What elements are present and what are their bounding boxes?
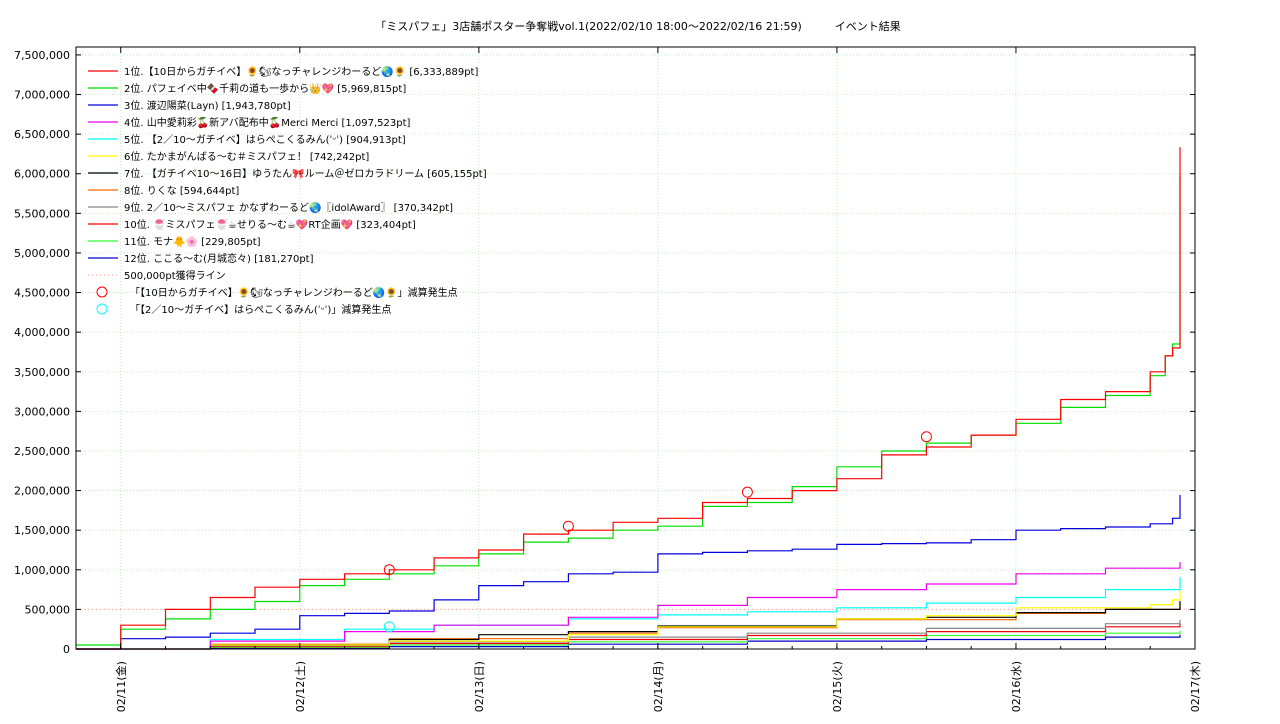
y-tick-label: 2,500,000 bbox=[14, 445, 70, 458]
series-line-2 bbox=[76, 176, 1181, 646]
x-tick-label: 02/14(月) bbox=[652, 661, 665, 712]
y-tick-label: 500,000 bbox=[25, 603, 71, 616]
legend-label: 4位. 山中愛莉彩🍒新アバ配布中🍒Merci Merci [1,097,523p… bbox=[124, 116, 411, 129]
y-tick-label: 5,000,000 bbox=[14, 247, 70, 260]
x-tick-label: 02/12(土) bbox=[294, 661, 307, 712]
x-tick-label: 02/15(火) bbox=[831, 661, 844, 712]
series-line-1 bbox=[76, 147, 1181, 650]
legend-label: 9位. 2／10～ミスパフェ かなずわーるど🌏〖idolAward〗 [370,… bbox=[124, 201, 453, 214]
y-tick-label: 1,500,000 bbox=[14, 524, 70, 537]
series-line-3 bbox=[76, 495, 1181, 650]
series-line-5 bbox=[76, 577, 1181, 650]
y-tick-label: 7,500,000 bbox=[14, 49, 70, 62]
legend-label: 7位. 【ガチイベ10～16日】ゆうたん🎀ルーム＠ゼロカラドリーム [605,1… bbox=[124, 167, 487, 180]
legend-marker bbox=[96, 303, 108, 315]
y-tick-label: 0 bbox=[63, 643, 70, 656]
y-tick-label: 7,000,000 bbox=[14, 89, 70, 102]
y-tick-label: 3,500,000 bbox=[14, 366, 70, 379]
series-line-4 bbox=[76, 562, 1181, 650]
x-tick-label: 02/17(木) bbox=[1189, 661, 1202, 712]
series-line-6 bbox=[76, 590, 1181, 650]
legend-label: 「【10日からガチイベ】🌻🐿なっチャレンジわーるど🌏🌻」減算発生点 bbox=[130, 286, 458, 299]
legend: 1位.【10日からガチイベ】🌻🐿なっチャレンジわーるど🌏🌻 [6,333,889… bbox=[88, 65, 487, 316]
legend-label: 6位. たかまがんばる～む＃ミスパフェ！ [742,242pt] bbox=[124, 150, 369, 163]
series-layer bbox=[76, 147, 1181, 650]
x-tick-label: 02/13(日) bbox=[473, 661, 486, 712]
legend-label: 8位. りくな [594,644pt] bbox=[124, 184, 239, 197]
legend-label: 1位.【10日からガチイベ】🌻🐿なっチャレンジわーるど🌏🌻 [6,333,889… bbox=[124, 65, 478, 78]
plot-frame bbox=[75, 46, 1196, 650]
y-tick-label: 1,000,000 bbox=[14, 564, 70, 577]
y-tick-label: 6,500,000 bbox=[14, 128, 70, 141]
y-tick-label: 2,000,000 bbox=[14, 485, 70, 498]
y-tick-label: 5,500,000 bbox=[14, 207, 70, 220]
legend-label: 2位. パフェイベ中🍫千莉の道も一歩から👑💖 [5,969,815pt] bbox=[124, 82, 406, 95]
y-tick-label: 4,500,000 bbox=[14, 287, 70, 300]
x-tick-label: 02/11(金) bbox=[114, 661, 128, 712]
y-tick-label: 3,000,000 bbox=[14, 405, 70, 418]
y-tick-label: 4,000,000 bbox=[14, 326, 70, 339]
legend-label: 5位. 【2／10～ガチイベ】はらぺこくるみん(ˈᵕˈ) [904,913pt] bbox=[124, 133, 406, 146]
legend-label: 11位. モナ🐥🌸 [229,805pt] bbox=[124, 235, 261, 248]
reduction-marker bbox=[383, 564, 395, 576]
marker-layer bbox=[383, 431, 932, 633]
legend-label: 3位. 渡辺陽菜(Layn) [1,943,780pt] bbox=[124, 99, 291, 112]
legend-marker bbox=[96, 286, 108, 298]
legend-label: 10位. 🍧ミスパフェ🍧☕せりる〜む☕💖RT企画💖 [323,404pt] bbox=[124, 218, 416, 231]
reduction-marker bbox=[383, 621, 395, 633]
reduction-marker bbox=[562, 520, 574, 532]
y-tick-label: 6,000,000 bbox=[14, 168, 70, 181]
series-line-12 bbox=[76, 634, 1181, 650]
legend-label: 500,000pt獲得ライン bbox=[124, 269, 226, 282]
reduction-marker bbox=[741, 486, 753, 498]
reduction-marker bbox=[920, 431, 932, 443]
chart-title: 「ミスパフェ」3店舗ポスター争奪戦vol.1(2022/02/10 18:00～… bbox=[375, 19, 901, 33]
series-line-9 bbox=[76, 619, 1181, 650]
axis-layer: 0 500,000 1,000,000 1,500,000 2,000,000 2,500… bbox=[14, 47, 1202, 712]
legend-label: 「【2／10～ガチイベ】はらぺこくるみん(ˈᵕˈ)」減算発生点 bbox=[130, 303, 391, 316]
x-tick-label: 02/16(水) bbox=[1010, 661, 1023, 712]
legend-label: 12位. ここる〜む(月城恋々) [181,270pt] bbox=[124, 252, 314, 265]
series-line-11 bbox=[76, 630, 1181, 650]
gridlines bbox=[76, 47, 1196, 649]
